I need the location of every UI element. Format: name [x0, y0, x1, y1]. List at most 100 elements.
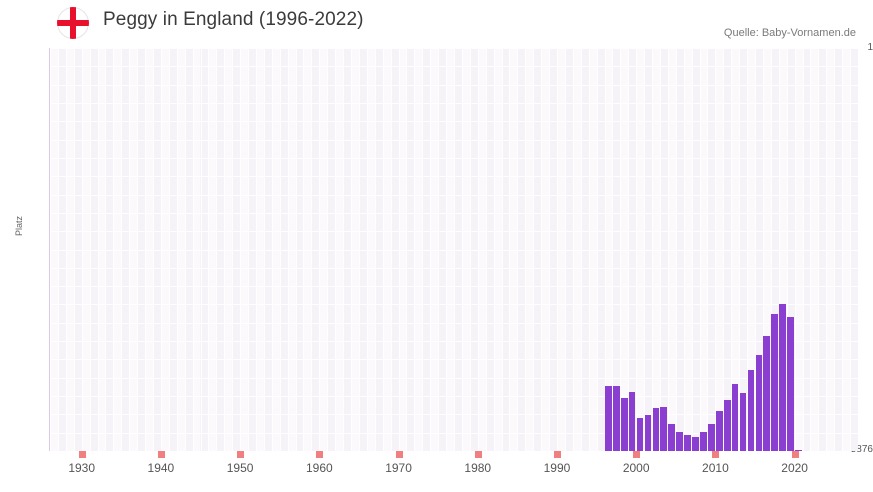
gridline-vertical [470, 48, 471, 451]
grid-band [382, 48, 391, 451]
gridline-vertical [137, 48, 138, 451]
grid-band [572, 48, 581, 451]
gridline-horizontal [50, 121, 858, 122]
grid-band [493, 48, 502, 451]
gridline-vertical [66, 48, 67, 451]
grid-band [176, 48, 185, 451]
gridline-vertical [755, 48, 756, 451]
gridline-vertical [74, 48, 75, 451]
gridline-horizontal [50, 433, 858, 434]
gridline-vertical [224, 48, 225, 451]
grid-band [366, 48, 375, 451]
bar [747, 369, 755, 451]
bar [684, 435, 691, 451]
x-tick-mark [237, 451, 245, 458]
bar [605, 386, 612, 451]
grid-band [778, 48, 787, 451]
bar [763, 336, 771, 451]
gridline-horizontal [50, 231, 858, 232]
gridline-horizontal [50, 378, 858, 379]
grid-band [287, 48, 296, 451]
grid-band [303, 48, 312, 451]
x-tick-label: 1950 [226, 461, 254, 475]
grid-band [50, 48, 58, 451]
page-title: Peggy in England (1996-2022) [103, 9, 364, 30]
bar [723, 399, 731, 451]
gridline-vertical [90, 48, 91, 451]
flag-cross-horizontal [57, 20, 89, 26]
bar [668, 423, 676, 451]
x-tick-mark [395, 451, 403, 458]
bar [715, 410, 723, 451]
gridline-vertical [668, 48, 669, 451]
gridline-vertical [810, 48, 811, 451]
gridline-vertical [311, 48, 312, 451]
x-tick-mark [474, 451, 482, 458]
x-tick-mark [157, 451, 165, 458]
gridline-vertical [367, 48, 368, 451]
gridline-horizontal [50, 66, 858, 67]
gridline-vertical [98, 48, 99, 451]
x-tick-mark [633, 451, 641, 458]
grid-band [113, 48, 122, 451]
gridline-vertical [145, 48, 146, 451]
gridline-vertical [406, 48, 407, 451]
chart-header: Peggy in England (1996-2022) Quelle: Bab… [0, 0, 873, 46]
gridline-vertical [707, 48, 708, 451]
bar [779, 304, 786, 451]
gridline-vertical [715, 48, 716, 451]
x-tick-label: 1940 [147, 461, 175, 475]
bar [644, 415, 652, 451]
grid-band [842, 48, 851, 451]
x-tick-label: 2020 [781, 461, 808, 475]
gridline-vertical [462, 48, 463, 451]
gridline-vertical [723, 48, 724, 451]
gridline-vertical [581, 48, 582, 451]
grid-band [826, 48, 835, 451]
gridline-vertical [256, 48, 257, 451]
gridline-vertical [509, 48, 510, 451]
grid-band [192, 48, 201, 451]
gridline-vertical [216, 48, 217, 451]
gridline-vertical [692, 48, 693, 451]
gridline-vertical [129, 48, 130, 451]
gridline-vertical [121, 48, 122, 451]
gridline-vertical [272, 48, 273, 451]
gridline-vertical [169, 48, 170, 451]
gridline-horizontal [50, 286, 858, 287]
gridline-vertical [612, 48, 613, 451]
gridline-vertical [597, 48, 598, 451]
gridline-horizontal [50, 195, 858, 196]
y-tick-label-bottom: 5876 [850, 444, 873, 455]
grid-band [731, 48, 740, 451]
gridline-vertical [818, 48, 819, 451]
gridline-vertical [414, 48, 415, 451]
gridline-vertical [50, 48, 51, 451]
gridline-vertical [676, 48, 677, 451]
gridline-vertical [201, 48, 202, 451]
gridline-vertical [280, 48, 281, 451]
gridline-vertical [105, 48, 106, 451]
gridline-vertical [335, 48, 336, 451]
bar-series [50, 48, 858, 451]
x-tick-mark [791, 451, 799, 458]
grid-band [620, 48, 629, 451]
gridline-vertical [763, 48, 764, 451]
y-tick-label-top: 1 [867, 42, 873, 53]
grid-band [145, 48, 153, 451]
grid-band [667, 48, 676, 451]
grid-band [255, 48, 264, 451]
gridline-horizontal [50, 250, 858, 251]
gridline-vertical [478, 48, 479, 451]
x-tick-label: 2010 [702, 461, 729, 475]
x-tick-mark [78, 451, 86, 458]
x-tick-label: 1980 [464, 461, 492, 475]
bar [700, 432, 707, 451]
gridline-vertical [494, 48, 495, 451]
gridline-vertical [803, 48, 804, 451]
gridline-vertical [541, 48, 542, 451]
gridline-vertical [446, 48, 447, 451]
bar [652, 407, 660, 451]
bar [636, 417, 644, 451]
